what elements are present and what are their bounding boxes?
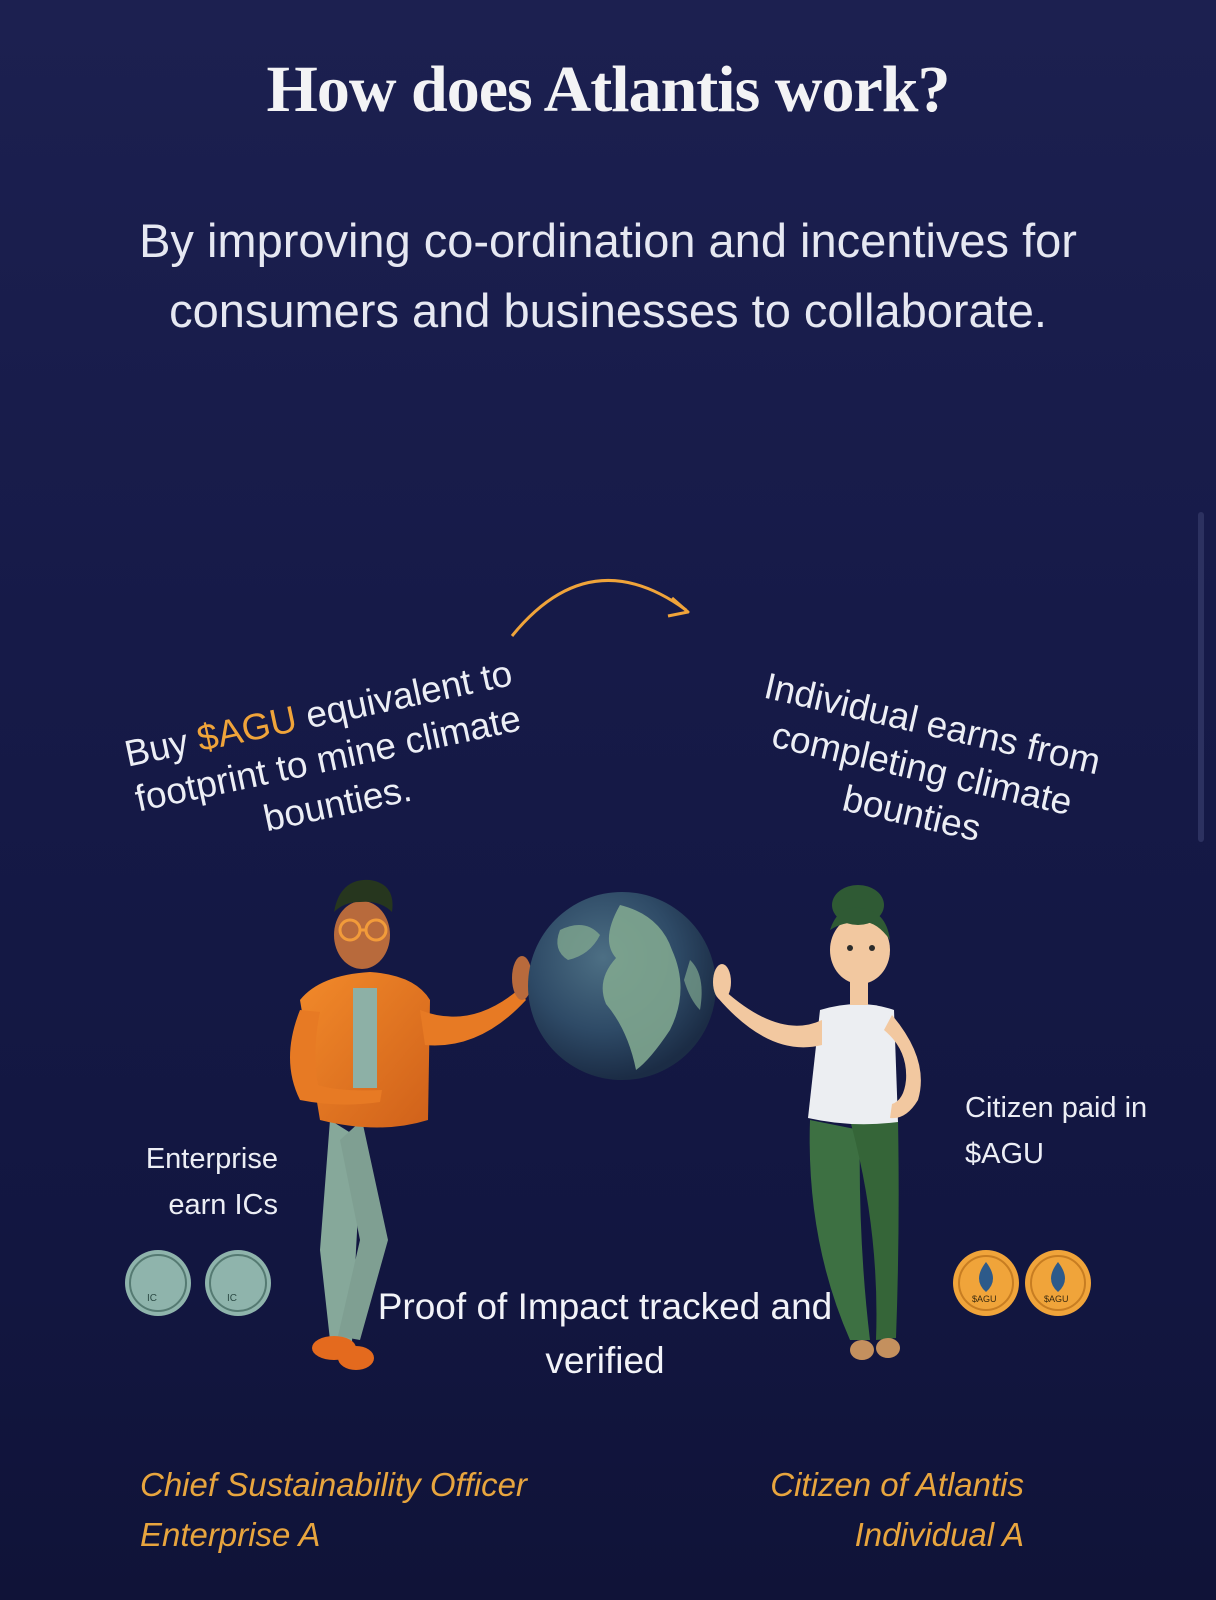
agu-token-label: $AGU (972, 1294, 997, 1304)
page-subtitle: By improving co-ordination and incentive… (139, 214, 1077, 337)
woman-figure (713, 885, 921, 1360)
proof-of-impact-text: Proof of Impact tracked and verified (377, 1286, 833, 1381)
enterprise-earn-label: Enterprise earn ICs (145, 1143, 278, 1221)
role-title: Citizen of Atlantis (770, 1466, 1024, 1503)
curved-arrow-icon (510, 579, 690, 637)
agu-token-label: $AGU (1044, 1294, 1069, 1304)
globe-icon (528, 892, 716, 1080)
ic-token-icon (125, 1250, 271, 1316)
role-title: Chief Sustainability Officer (140, 1466, 527, 1503)
role-entity: Enterprise A (140, 1516, 321, 1553)
ic-token-label: IC (227, 1293, 237, 1304)
man-figure (290, 879, 532, 1370)
scrollbar[interactable] (1198, 512, 1204, 842)
citizen-paid-label: Citizen paid in $AGU (965, 1092, 1148, 1170)
citizen-role: Citizen of Atlantis Individual A (620, 1460, 1024, 1560)
enterprise-role: Chief Sustainability Officer Enterprise … (140, 1460, 660, 1560)
role-entity: Individual A (854, 1516, 1024, 1553)
page-title: How does Atlantis work? (266, 53, 951, 126)
agu-token-icon (953, 1250, 1091, 1316)
ic-token-label: IC (147, 1293, 157, 1304)
